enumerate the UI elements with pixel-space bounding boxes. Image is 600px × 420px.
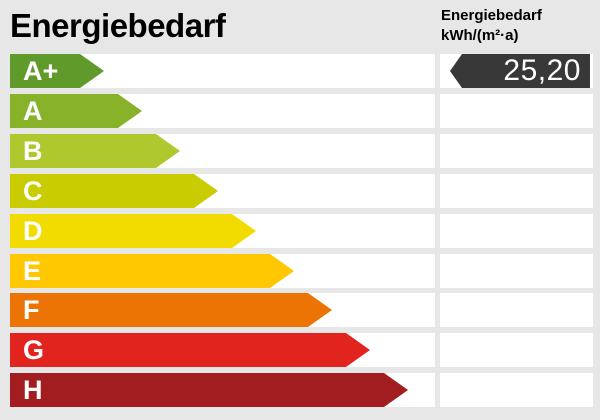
rating-row: H [0,373,600,407]
value-indicator-arrow: 25,20 [450,54,590,88]
rating-arrow: B [10,134,180,168]
row-value-cell [440,373,593,407]
rating-label: H [23,375,43,405]
rating-label: B [23,136,43,166]
rating-arrow: A [10,94,142,128]
rating-label: G [23,335,45,365]
rating-label: E [23,256,42,286]
rating-row: F [0,293,600,327]
rating-arrow: A+ [10,54,104,88]
rating-label: C [23,176,43,206]
rating-arrow: F [10,293,332,327]
rating-row: G [0,333,600,367]
rating-arrow: H [10,373,408,407]
unit-header: Energiebedarf kWh/(m²·a) [441,6,542,46]
row-value-cell [440,94,593,128]
row-value-cell [440,254,593,288]
row-value-cell [440,214,593,248]
rating-row: E [0,254,600,288]
rating-row: D [0,214,600,248]
rating-label: A [23,96,43,126]
rating-label: A+ [23,56,59,86]
rating-row: A [0,94,600,128]
rating-arrow: G [10,333,370,367]
rating-arrow: C [10,174,218,208]
rating-row: B [0,134,600,168]
page-title: Energiebedarf [10,7,226,44]
rating-arrow: E [10,254,294,288]
rating-label: F [23,295,40,325]
rating-arrow: D [10,214,256,248]
row-value-cell [440,174,593,208]
value-text: 25,20 [503,54,581,87]
unit-header-title: Energiebedarf [441,7,542,24]
row-value-cell [440,134,593,168]
rating-row: C [0,174,600,208]
rating-label: D [23,216,43,246]
row-value-cell [440,333,593,367]
row-value-cell [440,293,593,327]
unit-header-unit: kWh/(m²·a) [441,27,519,44]
